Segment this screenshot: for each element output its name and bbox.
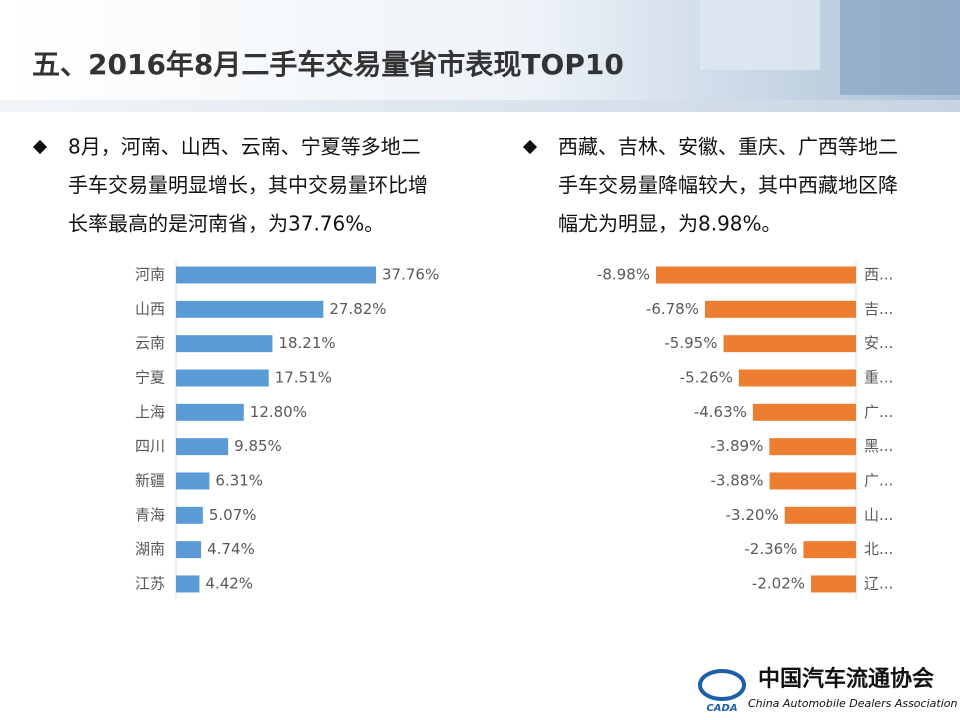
bar	[784, 506, 856, 524]
y-tick-label: 新疆	[135, 471, 165, 489]
bar	[811, 575, 856, 593]
value-label: -4.63%	[694, 403, 747, 421]
value-label: 18.21%	[278, 334, 335, 352]
value-label: -5.95%	[664, 334, 717, 352]
bar	[176, 266, 376, 284]
logo: CADA 中国汽车流通协会 China Automobile Dealers A…	[698, 666, 957, 714]
bar	[176, 575, 200, 593]
slide-title: 五、2016年8月二手车交易量省市表现TOP10	[32, 48, 624, 81]
y-tick-label: 辽...	[864, 574, 893, 592]
bar	[769, 472, 856, 490]
bar	[176, 300, 324, 318]
y-tick-label: 青海	[135, 506, 165, 524]
header-decor	[700, 0, 820, 70]
value-label: 9.85%	[234, 437, 282, 455]
value-label: -2.02%	[752, 574, 805, 592]
bar	[176, 506, 203, 524]
logo-name: 中国汽车流通协会	[758, 666, 934, 692]
bar	[176, 541, 202, 559]
value-label: 4.42%	[205, 574, 253, 592]
bar	[704, 300, 856, 318]
y-tick-label: 云南	[135, 334, 165, 352]
bar	[176, 403, 244, 421]
header-decor	[840, 0, 960, 95]
bar	[176, 438, 229, 456]
y-tick-label: 吉...	[864, 300, 893, 318]
bar	[176, 335, 273, 353]
bullet-text: 幅尤为明显，为8.98%。	[558, 212, 782, 236]
bar	[769, 438, 856, 456]
y-tick-label: 江苏	[135, 574, 165, 592]
logo-abbr: CADA	[706, 703, 737, 714]
bullet-text: 长率最高的是河南省，为37.76%。	[68, 212, 384, 236]
y-tick-label: 广...	[864, 403, 893, 421]
value-label: 12.80%	[250, 403, 307, 421]
y-tick-label: 宁夏	[135, 368, 165, 386]
bullets: 8月，河南、山西、云南、宁夏等多地二手车交易量明显增长，其中交易量环比增长率最高…	[32, 135, 898, 236]
bar	[803, 541, 856, 559]
bar	[176, 369, 269, 387]
bar	[752, 403, 856, 421]
value-label: 5.07%	[209, 506, 257, 524]
bullet-text: 8月，河南、山西、云南、宁夏等多地二	[68, 135, 421, 159]
y-tick-label: 西...	[864, 266, 893, 284]
logo-mark	[698, 669, 746, 701]
bullet-marker	[32, 139, 48, 155]
logo-english: China Automobile Dealers Association	[748, 697, 957, 710]
value-label: -5.26%	[680, 368, 733, 386]
bullet-marker	[522, 139, 538, 155]
bar	[656, 266, 856, 284]
bullet-text: 手车交易量明显增长，其中交易量环比增	[68, 173, 428, 197]
y-tick-label: 黑...	[864, 437, 893, 455]
value-label: 17.51%	[275, 368, 332, 386]
value-label: -6.78%	[646, 300, 699, 318]
charts: 河南 37.76% 山西 27.82% 云南 18.21% 宁夏 17.51% 上海 12.80%…	[135, 262, 893, 598]
y-tick-label: 安...	[864, 334, 893, 352]
bullet-text: 手车交易量降幅较大，其中西藏地区降	[558, 173, 898, 197]
y-tick-label: 上海	[135, 403, 165, 421]
value-label: -3.88%	[711, 471, 764, 489]
y-tick-label: 河南	[135, 266, 165, 284]
value-label: 27.82%	[329, 300, 386, 318]
y-tick-label: 湖南	[135, 540, 165, 558]
value-label: -8.98%	[597, 266, 650, 284]
y-tick-label: 山...	[864, 506, 893, 524]
value-label: -3.20%	[726, 506, 779, 524]
y-tick-label: 广...	[864, 471, 893, 489]
header-band	[0, 100, 960, 112]
y-tick-label: 山西	[135, 300, 165, 318]
value-label: -3.89%	[710, 437, 763, 455]
value-label: 4.74%	[207, 540, 255, 558]
bar	[176, 472, 210, 490]
bar	[738, 369, 856, 387]
y-tick-label: 四川	[135, 437, 165, 455]
value-label: -2.36%	[744, 540, 797, 558]
bar	[723, 335, 856, 353]
value-label: 37.76%	[382, 266, 439, 284]
value-label: 6.31%	[215, 471, 263, 489]
y-tick-label: 重...	[864, 368, 893, 386]
y-tick-label: 北...	[864, 540, 893, 558]
bullet-text: 西藏、吉林、安徽、重庆、广西等地二	[558, 135, 898, 159]
